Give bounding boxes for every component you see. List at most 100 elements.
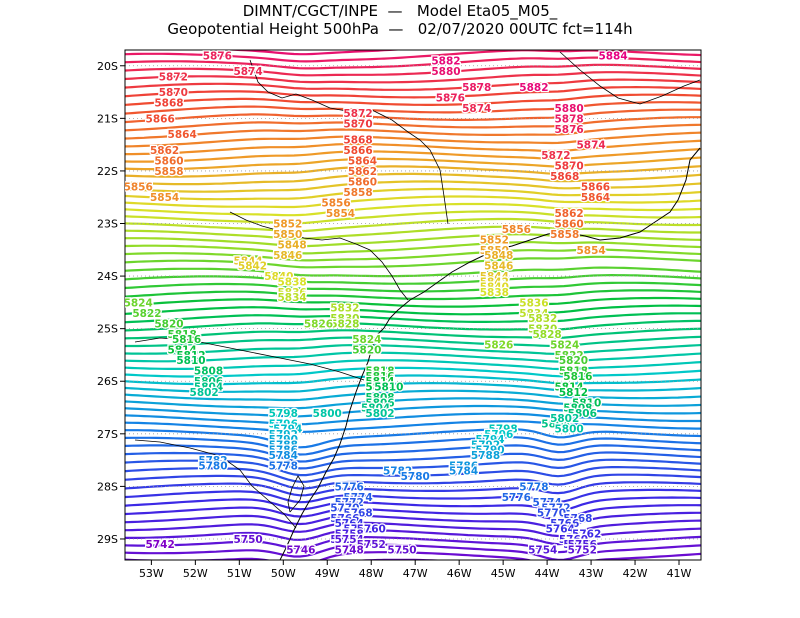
contour-5824: [125, 255, 701, 269]
contour-label: 5810: [374, 381, 403, 393]
contour-5818: [125, 281, 701, 293]
contour-label: 5862: [554, 208, 583, 220]
contour-label: 5800: [313, 408, 342, 420]
contour-5822: [125, 266, 701, 278]
contour-label: 5866: [343, 145, 372, 157]
contour-label: 5794: [475, 434, 504, 446]
contour-5836: [125, 210, 701, 225]
contour-label: 5816: [365, 371, 394, 383]
contour-label: 5832: [330, 303, 359, 315]
contour-label: 5788: [471, 450, 500, 462]
contour-label: 5764: [335, 518, 364, 530]
contour-label: 5866: [581, 182, 610, 194]
contour-label: 5764: [546, 523, 575, 535]
contour-label: 5824: [550, 339, 579, 351]
coastline-layer: [134, 51, 701, 560]
contour-5750: [125, 543, 701, 560]
contour-5850: [125, 156, 701, 171]
contour-label: 5872: [159, 71, 188, 83]
title-line-2: Geopotential Height 500hPa — 02/07/2020 …: [167, 20, 633, 38]
contour-label: 5778: [519, 481, 548, 493]
contour-5770: [125, 466, 701, 483]
contour-label: 5782: [198, 455, 227, 467]
contour-label: 5856: [321, 197, 350, 209]
contour-5772: [125, 458, 701, 477]
contour-label: 5760: [357, 523, 386, 535]
contour-5846: [125, 172, 701, 186]
contour-label: 5774: [532, 497, 561, 509]
contour-label: 5822: [554, 350, 583, 362]
contour-label: 5876: [436, 92, 465, 104]
contour-label: 5828: [330, 318, 359, 330]
contour-label: 5836: [277, 287, 306, 299]
contour-label: 5846: [484, 261, 513, 273]
contour-label: 5782: [383, 466, 412, 478]
contour-label: 5808: [194, 366, 223, 378]
contour-label: 5750: [233, 534, 262, 546]
contour-5830: [125, 233, 701, 248]
contour-5876: [125, 56, 701, 70]
contour-5862: [125, 108, 701, 124]
contour-5874: [125, 63, 701, 77]
contour-label: 5840: [264, 271, 293, 283]
contour-label: 5760: [559, 534, 588, 546]
contour-5828: [125, 240, 701, 255]
chart-title: DIMNT/CGCT/INPE — Model Eta05_M05_ Geopo…: [0, 2, 800, 38]
contour-5858: [125, 123, 701, 140]
contour-label: 5850: [273, 229, 302, 241]
x-tick-label: 48W: [359, 567, 384, 580]
title-line-1: DIMNT/CGCT/INPE — Model Eta05_M05_: [242, 2, 558, 20]
contour-label: 5784: [449, 466, 478, 478]
contour-label: 5834: [277, 292, 306, 304]
contour-5760: [125, 504, 701, 521]
contour-label: 5820: [559, 355, 588, 367]
contour-5778: [125, 436, 701, 456]
contour-label: 5834: [519, 308, 548, 320]
contour-5868: [125, 85, 701, 99]
y-tick-label: 24S: [97, 270, 118, 283]
contour-label: 5880: [431, 66, 460, 78]
contour-label: 5762: [343, 523, 372, 535]
contour-label: 5870: [343, 119, 372, 131]
contour-label: 5816: [563, 371, 592, 383]
contour-label: 5812: [365, 381, 394, 393]
contour-label: 5860: [554, 219, 583, 231]
contour-5804: [125, 335, 701, 348]
contour-label: 5754: [528, 544, 557, 556]
contour-label: 5776: [335, 481, 364, 493]
contour-label: 5768: [343, 508, 372, 520]
contour-label: 5804: [541, 418, 570, 430]
lagoon: [287, 475, 305, 513]
x-tick-label: 45W: [491, 567, 516, 580]
x-tick-label: 44W: [535, 567, 560, 580]
contour-5762: [125, 496, 701, 512]
contour-label: 5780: [198, 460, 227, 472]
contour-5878: [125, 50, 701, 63]
contour-label: 5832: [528, 313, 557, 325]
contour-label: 5824: [352, 334, 381, 346]
contour-label: 5868: [154, 98, 183, 110]
contour-label: 5854: [576, 245, 605, 257]
contour-label: 5842: [480, 276, 509, 288]
contour-label: 5796: [484, 429, 513, 441]
contour-label: 5802: [550, 413, 579, 425]
contour-label: 5852: [480, 234, 509, 246]
state-border-2: [229, 211, 409, 301]
contour-label: 5790: [475, 445, 504, 457]
contour-label: 5776: [502, 492, 531, 504]
contour-label: 5844: [233, 255, 262, 267]
contour-label: 5792: [269, 429, 298, 441]
contour-label: 5872: [343, 108, 372, 120]
contour-5852: [125, 147, 701, 163]
contour-5752: [125, 535, 701, 554]
contour-label: 5818: [365, 366, 394, 378]
contour-5758: [125, 511, 701, 529]
contour-label: 5796: [269, 418, 298, 430]
contour-5832: [125, 225, 701, 240]
contour-label: 5780: [401, 471, 430, 483]
contour-5872: [125, 71, 701, 84]
contour-5882: [120, 35, 702, 47]
contour-5786: [125, 404, 701, 418]
y-tick-label: 21S: [97, 112, 118, 125]
contour-5854: [125, 139, 701, 156]
